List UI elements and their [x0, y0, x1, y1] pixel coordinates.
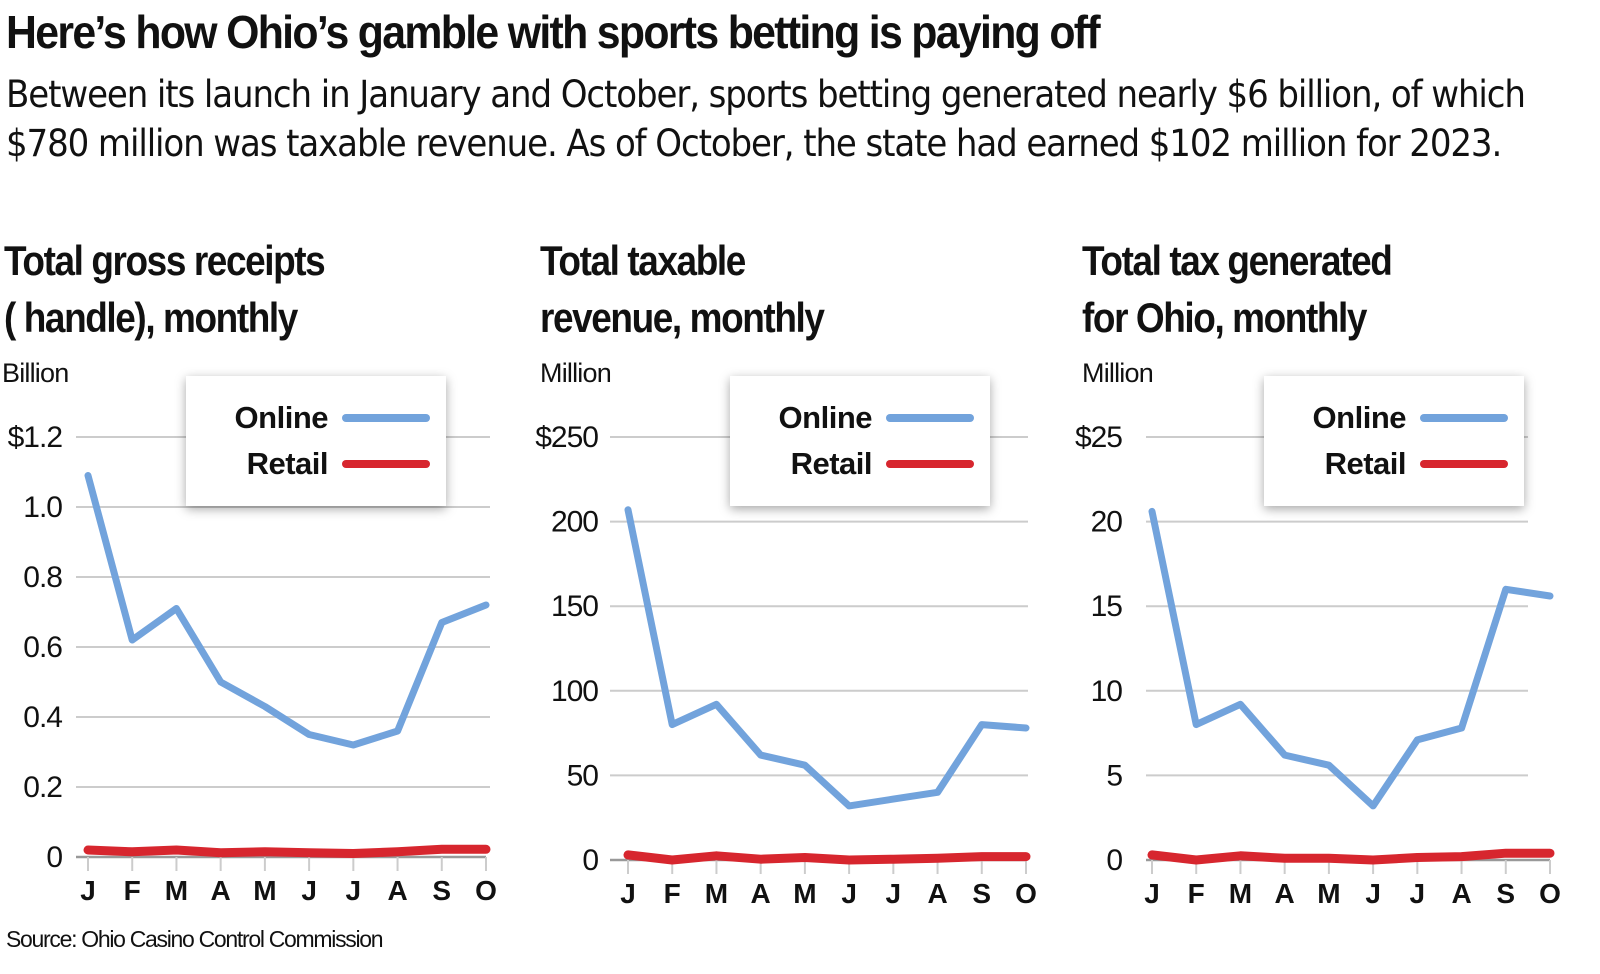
panel-title-line: for Ohio, monthly: [1082, 294, 1367, 341]
x-tick-label: O: [1015, 878, 1037, 909]
legend: Online Retail: [730, 376, 990, 506]
y-tick-label: 10: [1091, 675, 1123, 708]
legend: Online Retail: [186, 376, 446, 506]
x-tick-label: J: [80, 875, 96, 906]
x-tick-label: A: [387, 875, 407, 906]
panel-title: Total gross receipts ( handle), monthly: [4, 232, 326, 346]
y-unit-label: Million: [540, 358, 612, 388]
panel-title-line: Total taxable: [540, 237, 746, 284]
legend-item-online: Online: [756, 398, 974, 438]
legend-label: Online: [234, 400, 329, 435]
source-note: Source: Ohio Casino Control Commission: [6, 926, 384, 952]
dek: Between its launch in January and Octobe…: [6, 73, 1526, 165]
y-tick-label: 0.8: [23, 561, 62, 594]
y-tick-label: 5: [1106, 759, 1122, 792]
y-tick-label: 0: [582, 844, 598, 877]
legend-swatch-retail: [886, 460, 974, 468]
legend: Online Retail: [1264, 376, 1524, 506]
legend-label: Retail: [1324, 446, 1407, 481]
x-tick-label: S: [1496, 878, 1515, 909]
legend-swatch-retail: [1420, 460, 1508, 468]
x-tick-label: S: [972, 878, 991, 909]
series-line-online: [84, 472, 490, 749]
panel-title: Total tax generated for Ohio, monthly: [1082, 232, 1393, 346]
x-tick-label: A: [1275, 878, 1295, 909]
x-tick-label: J: [886, 878, 902, 909]
legend-swatch-online: [886, 414, 974, 422]
x-tick-label: J: [1144, 878, 1160, 909]
x-tick-label: M: [1317, 878, 1340, 909]
series-line-online: [1148, 507, 1554, 810]
y-tick-label: 200: [551, 506, 598, 539]
series-line-retail: [623, 850, 1031, 865]
y-tick-label: 1.0: [23, 491, 62, 524]
x-tick-label: J: [1410, 878, 1426, 909]
y-tick-label: $1.2: [8, 421, 63, 454]
legend-label: Online: [778, 400, 873, 435]
panel-title-line: revenue, monthly: [540, 294, 825, 341]
y-unit-label: Billion: [2, 358, 69, 388]
y-tick-label: 0: [1106, 844, 1122, 877]
series-line-retail: [1147, 848, 1555, 865]
x-tick-label: A: [751, 878, 771, 909]
y-unit-label: Million: [1082, 358, 1154, 388]
legend-item-online: Online: [1290, 398, 1508, 438]
y-tick-label: 20: [1091, 506, 1123, 539]
legend-label: Retail: [790, 446, 873, 481]
legend-swatch-online: [1420, 414, 1508, 422]
panel-title-line: ( handle), monthly: [4, 294, 298, 341]
x-tick-label: A: [211, 875, 231, 906]
legend-label: Retail: [246, 446, 329, 481]
y-tick-label: 15: [1091, 590, 1123, 623]
x-tick-label: M: [165, 875, 188, 906]
x-tick-label: O: [475, 875, 497, 906]
x-tick-label: O: [1539, 878, 1561, 909]
y-tick-label: $25: [1075, 421, 1122, 454]
x-tick-label: M: [793, 878, 816, 909]
y-tick-label: 150: [551, 590, 598, 623]
legend-swatch-retail: [342, 460, 430, 468]
x-tick-label: M: [253, 875, 276, 906]
x-tick-label: J: [841, 878, 857, 909]
panel-title-line: Total gross receipts: [4, 237, 326, 284]
legend-swatch-online: [342, 414, 430, 422]
x-tick-label: S: [432, 875, 451, 906]
x-tick-label: A: [1451, 878, 1471, 909]
x-tick-label: F: [124, 875, 141, 906]
series-line-online: [624, 506, 1030, 810]
x-tick-label: J: [346, 875, 362, 906]
x-tick-label: A: [927, 878, 947, 909]
chart-1: 00.20.40.60.81.0$1.2J F M A M J J A S O: [8, 421, 497, 906]
y-tick-label: 0.2: [23, 771, 62, 804]
legend-item-retail: Retail: [212, 444, 430, 484]
headline: Here’s how Ohio’s gamble with sports bet…: [6, 6, 1101, 58]
legend-label: Online: [1312, 400, 1407, 435]
legend-item-online: Online: [212, 398, 430, 438]
legend-item-retail: Retail: [756, 444, 974, 484]
y-tick-label: 0.4: [23, 701, 62, 734]
x-tick-label: J: [620, 878, 636, 909]
x-tick-label: J: [1365, 878, 1381, 909]
x-tick-label: M: [705, 878, 728, 909]
y-tick-label: 100: [551, 675, 598, 708]
legend-item-retail: Retail: [1290, 444, 1508, 484]
y-tick-label: 0.6: [23, 631, 62, 664]
series-line-retail: [83, 844, 491, 858]
panel-title-line: Total tax generated: [1082, 237, 1393, 284]
x-tick-label: F: [664, 878, 681, 909]
panel-title: Total taxable revenue, monthly: [540, 232, 825, 346]
x-tick-label: F: [1188, 878, 1205, 909]
x-tick-label: J: [301, 875, 317, 906]
x-tick-label: M: [1229, 878, 1252, 909]
y-tick-label: 50: [567, 759, 599, 792]
y-tick-label: $250: [535, 421, 598, 454]
y-tick-label: 0: [46, 841, 62, 874]
